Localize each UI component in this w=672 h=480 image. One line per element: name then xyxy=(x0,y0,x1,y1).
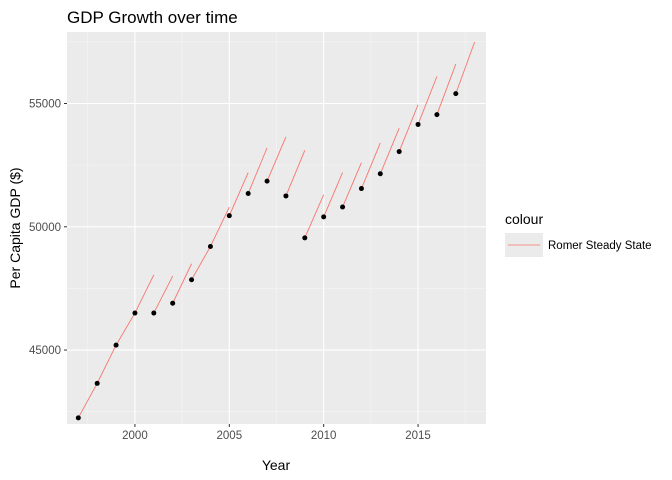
data-point xyxy=(226,213,232,219)
chart-title: GDP Growth over time xyxy=(67,8,238,27)
grid-lines xyxy=(67,32,486,424)
data-point xyxy=(75,415,81,421)
line-segment xyxy=(153,275,174,314)
line-segment xyxy=(96,344,117,384)
data-point xyxy=(245,190,251,196)
data-point xyxy=(170,300,176,306)
line-segment xyxy=(115,312,136,346)
legend-label: Romer Steady State xyxy=(548,240,652,252)
data-point xyxy=(113,342,119,348)
x-tick-label: 2015 xyxy=(405,430,431,442)
line-segment xyxy=(361,142,381,189)
data-point xyxy=(302,235,308,241)
data-point xyxy=(132,310,138,316)
line-segment xyxy=(210,206,230,247)
x-tick-label: 2010 xyxy=(311,430,337,442)
line-segment xyxy=(436,63,457,115)
data-point xyxy=(264,178,270,184)
line-segment xyxy=(247,147,268,194)
data-point xyxy=(396,149,402,155)
data-point xyxy=(94,380,100,386)
data-point xyxy=(453,91,459,97)
line-segment xyxy=(266,136,287,182)
line-segment xyxy=(342,162,362,208)
x-tick-label: 2005 xyxy=(217,430,243,442)
line-segment xyxy=(398,104,419,152)
data-point xyxy=(151,310,157,316)
line-segment xyxy=(228,172,249,216)
y-axis-ticks: 45000 50000 55000 xyxy=(29,98,67,357)
y-axis-title: Per Capita GDP ($) xyxy=(7,167,23,288)
line-segment xyxy=(455,41,476,94)
data-point xyxy=(340,204,346,210)
data-point xyxy=(415,121,421,127)
line-segment xyxy=(285,150,306,197)
data-point xyxy=(321,214,327,220)
y-tick-label: 50000 xyxy=(29,222,61,234)
data-point xyxy=(207,243,213,249)
x-axis-title: Year xyxy=(262,457,291,473)
romer-steady-state-line xyxy=(77,41,476,419)
line-segment xyxy=(77,383,98,419)
line-segment xyxy=(134,274,155,314)
legend: colour Romer Steady State xyxy=(505,211,652,257)
line-segment xyxy=(191,246,211,280)
x-axis-ticks: 2000 2005 2010 2015 xyxy=(122,424,431,442)
line-segment xyxy=(379,127,400,174)
x-tick-label: 2000 xyxy=(122,430,148,442)
y-tick-label: 45000 xyxy=(29,345,61,357)
legend-title: colour xyxy=(505,211,543,227)
data-point xyxy=(189,277,195,283)
data-point xyxy=(283,193,289,199)
line-segment xyxy=(172,263,192,304)
y-tick-label: 55000 xyxy=(29,98,61,110)
data-point xyxy=(358,186,364,192)
data-point xyxy=(377,171,383,177)
line-segment xyxy=(417,76,438,125)
observed-points xyxy=(75,91,459,421)
line-segment xyxy=(304,194,325,239)
line-segment xyxy=(323,172,343,218)
data-point xyxy=(434,112,440,118)
